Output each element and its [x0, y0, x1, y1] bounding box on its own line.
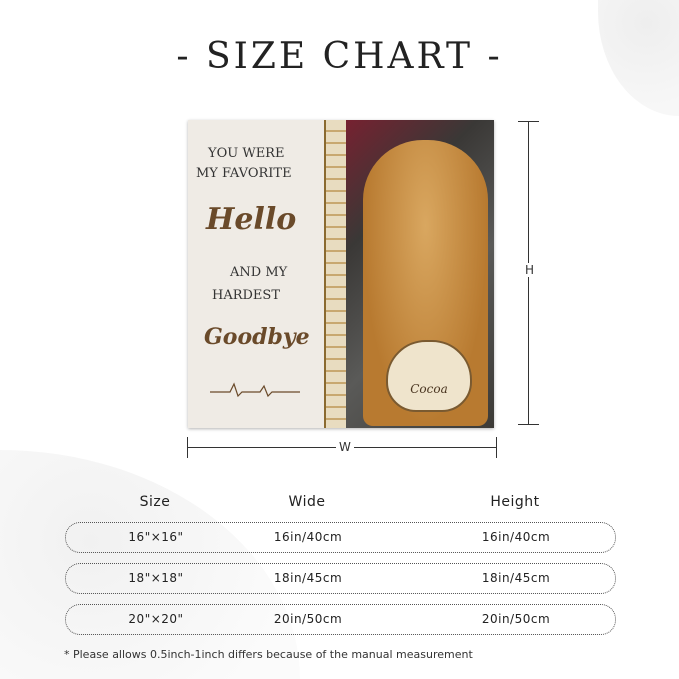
pillow-text: MY FAVORITE: [196, 166, 292, 181]
dimension-tick: [518, 121, 539, 122]
table-row: 20"×20" 20in/50cm 20in/50cm: [65, 604, 616, 635]
table-row: 16"×16" 16in/40cm 16in/40cm: [65, 522, 616, 553]
pillow-text-panel: [188, 120, 338, 428]
width-label: W: [336, 440, 354, 454]
dimension-tick: [187, 437, 188, 458]
cell-height: 16in/40cm: [481, 530, 551, 544]
height-label: H: [522, 263, 538, 277]
pillow-script: Hello: [206, 202, 297, 237]
cell-size: 16"×16": [128, 530, 184, 544]
pillow-text: AND MY: [230, 265, 288, 280]
cell-wide: 20in/50cm: [273, 612, 343, 626]
floral-vine: [324, 120, 346, 428]
dimension-tick: [496, 437, 497, 458]
pillow-text: YOU WERE: [208, 146, 285, 161]
pillow-text: HARDEST: [212, 288, 281, 303]
cell-size: 20"×20": [128, 612, 184, 626]
dimension-tick: [518, 424, 539, 425]
header-size: Size: [139, 494, 171, 510]
cell-wide: 16in/40cm: [273, 530, 343, 544]
table-row: 18"×18" 18in/45cm 18in/45cm: [65, 563, 616, 594]
cell-height: 20in/50cm: [481, 612, 551, 626]
cell-size: 18"×18": [128, 571, 184, 585]
header-height: Height: [490, 494, 540, 510]
cell-height: 18in/45cm: [481, 571, 551, 585]
heartbeat-icon: [210, 382, 300, 398]
cell-wide: 18in/45cm: [273, 571, 343, 585]
pillow-script: Goodbye: [204, 324, 310, 350]
paw-badge: Cocoa: [386, 340, 472, 412]
page-title: - SIZE CHART -: [176, 36, 503, 77]
pillow-image: YOU WERE MY FAVORITE Hello AND MY HARDES…: [188, 120, 494, 428]
paw-name: Cocoa: [410, 382, 448, 396]
header-wide: Wide: [288, 494, 326, 510]
measurement-note: * Please allows 0.5inch-1inch differs be…: [64, 648, 473, 661]
